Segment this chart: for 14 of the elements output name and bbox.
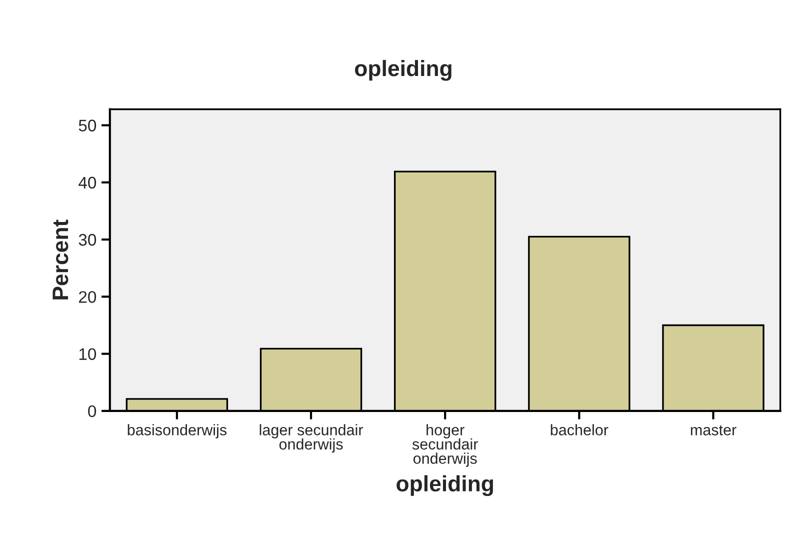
y-tick-label: 10 <box>79 348 96 360</box>
y-tick-label: 30 <box>78 234 96 246</box>
y-tick-label: 20 <box>79 291 96 303</box>
chart-title: opleiding <box>354 60 452 81</box>
x-tick-label: bachelor <box>550 424 608 436</box>
x-axis-title: opleiding <box>396 475 493 496</box>
y-axis-title: Percent <box>52 220 68 300</box>
x-tick-label: hoger secundair onderwijs <box>412 424 478 467</box>
y-tick-label: 40 <box>78 176 96 189</box>
y-tick-label: 0 <box>88 405 96 418</box>
x-tick-label: basisonderwijs <box>128 424 226 438</box>
y-tick-label: 50 <box>78 120 96 132</box>
x-tick-label: master <box>690 425 736 436</box>
x-tick-label: lager secundair onderwijs <box>260 424 363 453</box>
